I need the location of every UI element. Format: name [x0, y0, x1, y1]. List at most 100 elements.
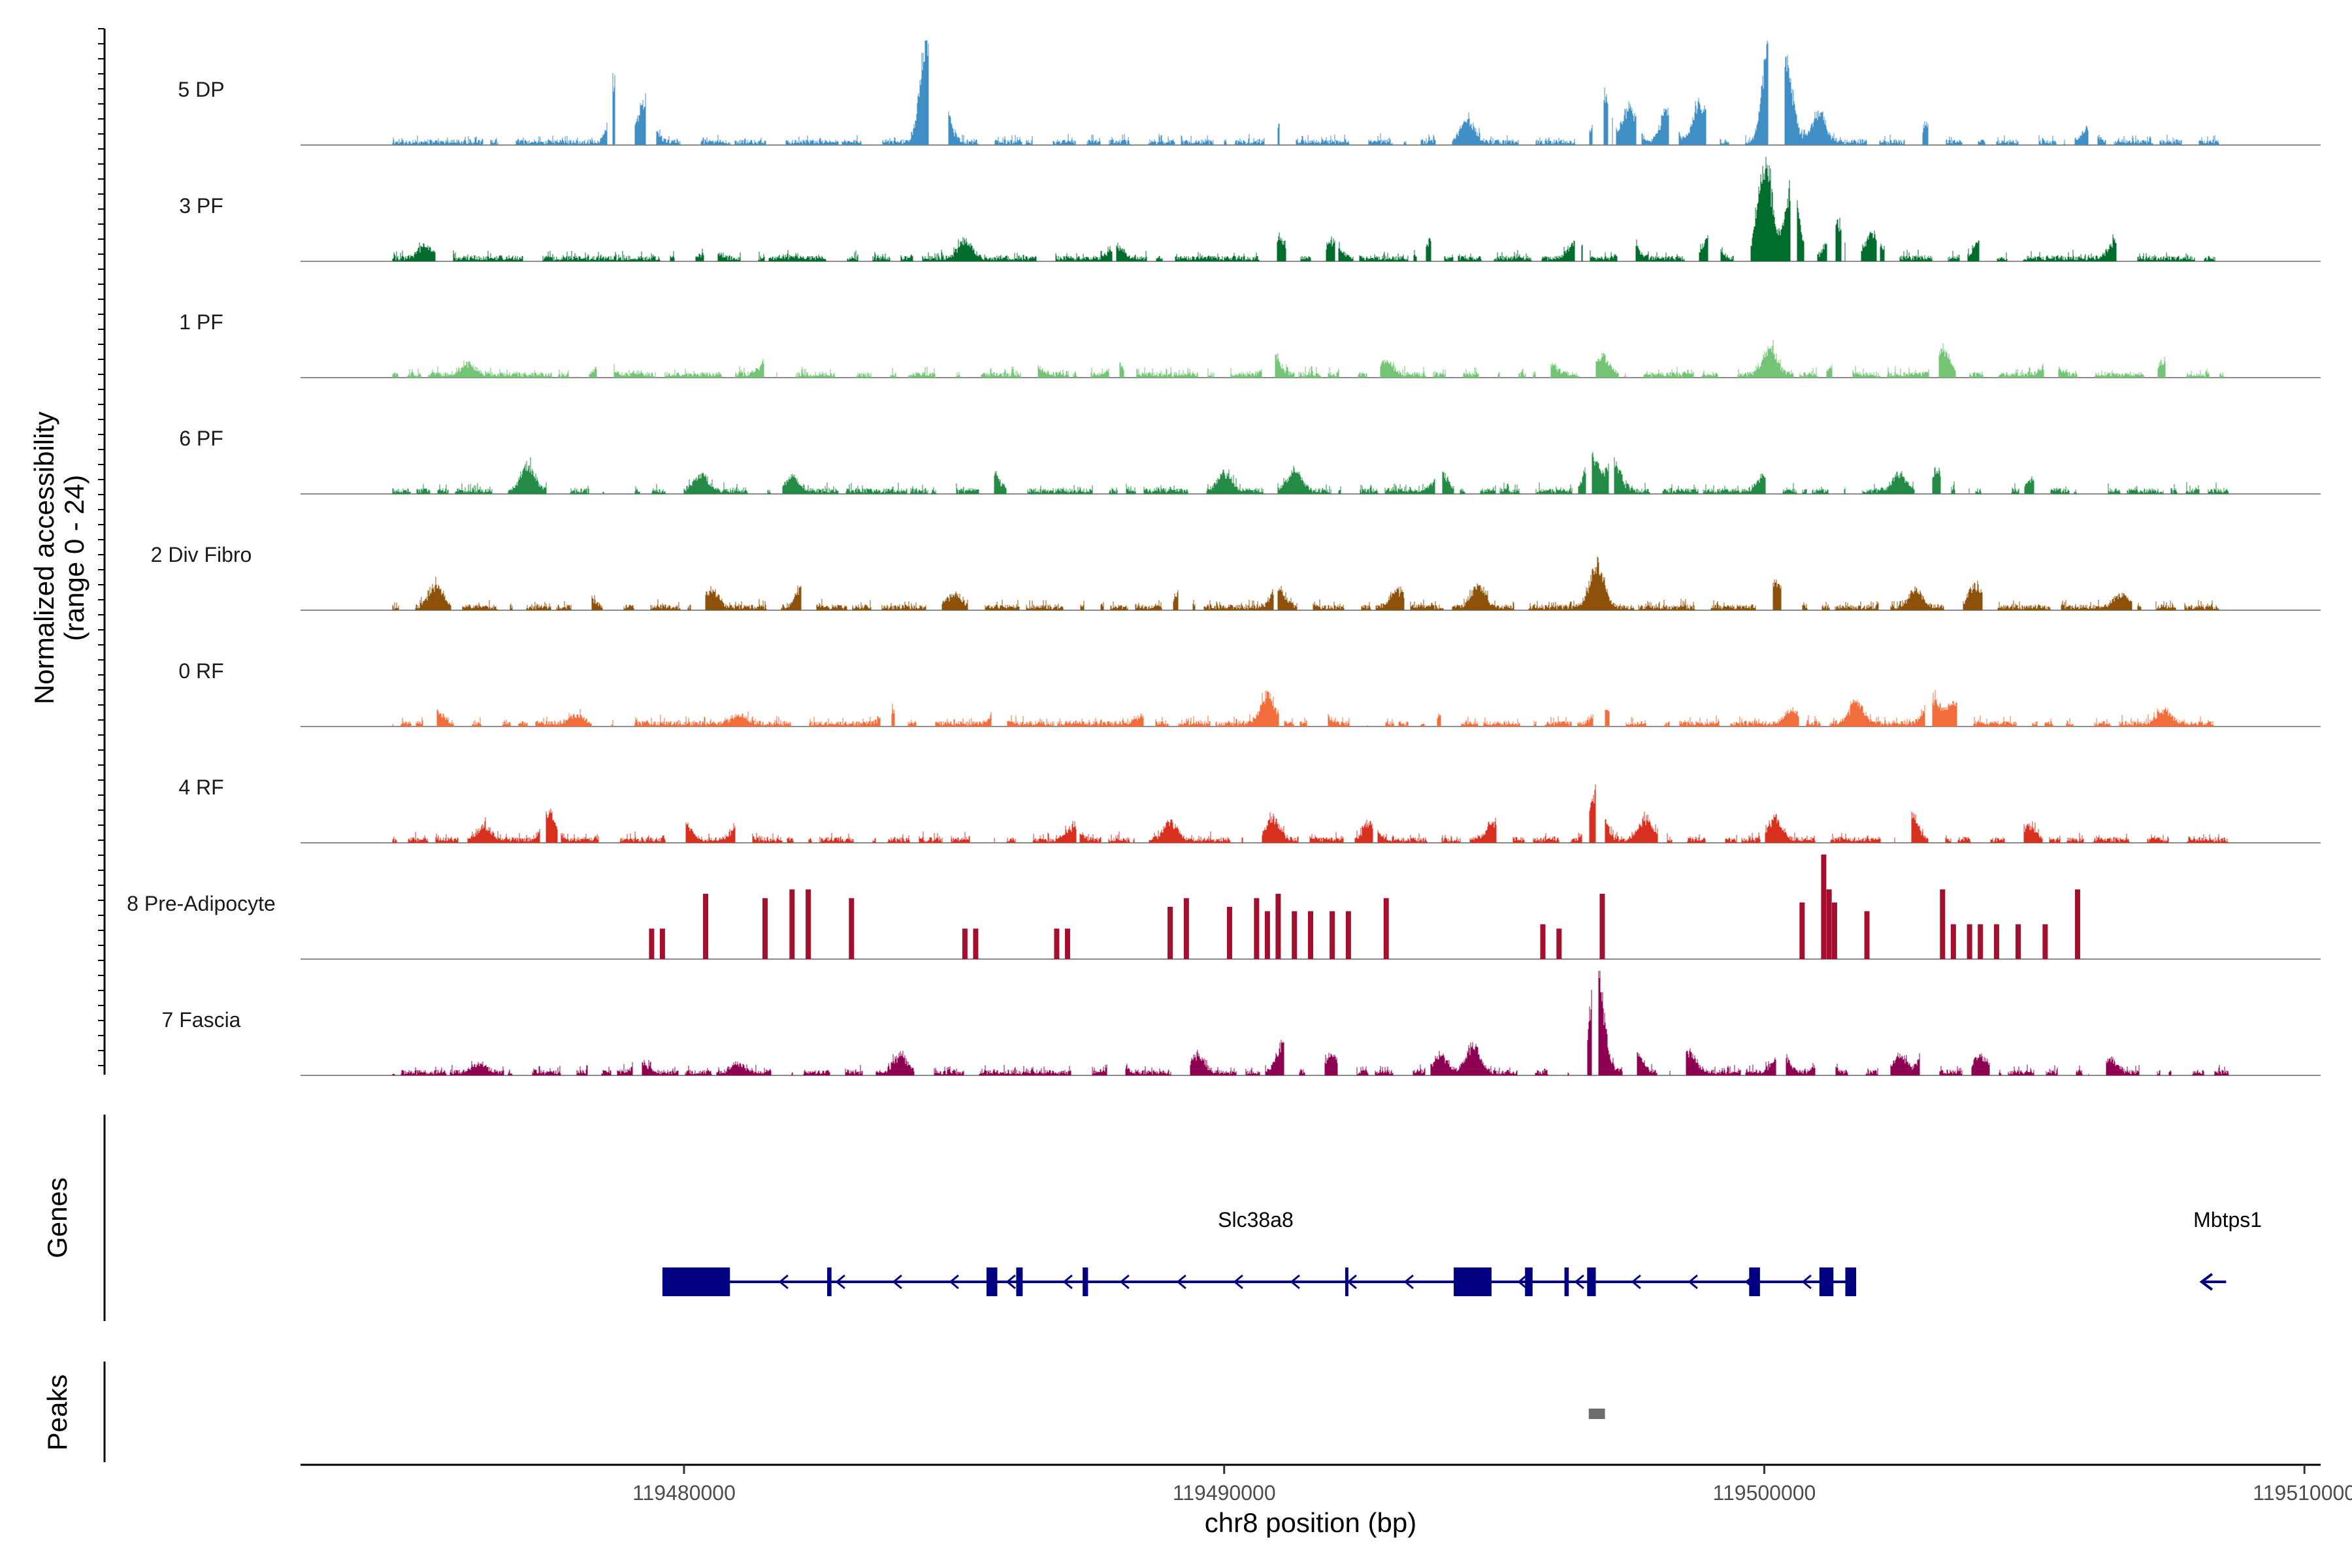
signal-bar [703, 894, 709, 959]
signal-bar [1275, 894, 1281, 959]
coverage-area [392, 689, 2229, 727]
gene-exon [1845, 1267, 1857, 1296]
track-3: 6 PF [179, 427, 2321, 495]
signal-bar [1950, 924, 1956, 959]
strand-arrow [2199, 1273, 2213, 1291]
y-axis-title: Normalized accessibility [29, 412, 59, 704]
strand-arrow [1403, 1274, 1414, 1290]
signal-bar [1064, 928, 1070, 959]
coverage-area [392, 556, 2229, 610]
signal-bar [1831, 902, 1837, 959]
track-6: 4 RF [178, 776, 2321, 843]
coverage-area [392, 451, 2229, 494]
strand-arrow [1233, 1274, 1243, 1290]
x-tick-label: 119490000 [1173, 1481, 1276, 1505]
signal-bar [1799, 902, 1805, 959]
track-4: 2 Div Fibro [151, 543, 2321, 611]
genes-axis-title: Genes [42, 1177, 73, 1258]
signal-bar [762, 898, 768, 959]
track-label: 1 PF [179, 310, 223, 334]
track-label: 4 RF [178, 776, 223, 799]
strand-arrow [1574, 1274, 1584, 1290]
gene-label: Mbtps1 [2193, 1208, 2262, 1232]
gene-exon [1587, 1267, 1596, 1296]
gene-exon [1819, 1267, 1834, 1296]
gene-exon [1083, 1267, 1088, 1296]
signal-bar [1308, 911, 1313, 959]
coverage-area [392, 784, 2229, 843]
signal-bar [1821, 855, 1827, 959]
gene-exon [1454, 1267, 1492, 1296]
strand-arrow [1517, 1274, 1527, 1290]
signal-bar [659, 928, 665, 959]
x-axis-title: chr8 position (bp) [1205, 1507, 1417, 1538]
track-label: 8 Pre-Adipocyte [127, 892, 276, 915]
gene-label: Slc38a8 [1218, 1208, 1294, 1232]
signal-bar [1978, 924, 1984, 959]
coverage-area [392, 340, 2229, 378]
peaks-axis-title: Peaks [42, 1375, 73, 1451]
y-axis [98, 28, 106, 1075]
gene-slc38a8: Slc38a8 [662, 1208, 1857, 1296]
gene-mbtps1: Mbtps1 [2193, 1208, 2262, 1291]
track-label: 5 DP [178, 78, 224, 101]
x-tick-label: 119480000 [632, 1481, 736, 1505]
signal-bar [1940, 889, 1946, 959]
signal-bar [973, 928, 979, 959]
signal-bar [2016, 924, 2021, 959]
signal-bar [1993, 924, 1999, 959]
signal-bar [1826, 889, 1832, 959]
signal-bar [1254, 898, 1260, 959]
gene-exon [1016, 1267, 1023, 1296]
peak-region [1588, 1409, 1605, 1419]
coverage-area [392, 971, 2229, 1075]
signal-bar [1864, 911, 1870, 959]
signal-bar [1967, 924, 1972, 959]
coverage-area [392, 157, 2229, 261]
gene-exon [827, 1267, 832, 1296]
track-label: 6 PF [179, 427, 223, 450]
signal-bar [1168, 907, 1173, 959]
track-1: 3 PF [179, 157, 2321, 262]
signal-bar [2042, 924, 2048, 959]
strand-arrow [1347, 1274, 1357, 1290]
track-8: 7 Fascia [162, 971, 2321, 1076]
signal-bar [1345, 911, 1351, 959]
gene-exon [986, 1267, 998, 1296]
signal-bar [1264, 911, 1270, 959]
signal-bar [649, 928, 655, 959]
signal-bar [849, 898, 855, 959]
signal-bar [1183, 898, 1189, 959]
track-label: 3 PF [179, 194, 223, 218]
y-axis-range: (range 0 - 24) [59, 475, 90, 641]
gene-exon [1564, 1267, 1569, 1296]
signal-bar [1292, 911, 1298, 959]
gene-exon [662, 1267, 730, 1296]
signal-bar [1540, 924, 1546, 959]
strand-arrow [1176, 1274, 1186, 1290]
strand-arrow [1631, 1274, 1641, 1290]
strand-arrow [1119, 1274, 1130, 1290]
track-5: 0 RF [178, 659, 2321, 727]
strand-arrow [1801, 1274, 1812, 1290]
signal-bar [806, 889, 811, 959]
signal-bar [1556, 928, 1562, 959]
track-2: 1 PF [179, 310, 2321, 378]
coverage-tracks: 5 DP 3 PF 1 PF 6 PF 2 Div Fibro 0 RF 4 RF 8 Pre… [127, 41, 2321, 1076]
track-label: 2 Div Fibro [151, 543, 252, 566]
x-tick-label: 119510000 [2253, 1481, 2352, 1505]
track-7: 8 Pre-Adipocyte [127, 855, 2321, 960]
gene-exon [1525, 1267, 1533, 1296]
strand-arrow [1005, 1274, 1016, 1290]
x-axis: 119480000 119490000 119500000 119510000 chr… [301, 1463, 2352, 1538]
strand-arrow [949, 1274, 959, 1290]
signal-bar [1383, 898, 1389, 959]
strand-arrow [1688, 1274, 1698, 1290]
x-tick-label: 119500000 [1713, 1481, 1816, 1505]
signal-bar [2074, 889, 2080, 959]
track-label: 7 Fascia [162, 1008, 241, 1032]
strand-arrow [1290, 1274, 1300, 1290]
strand-arrow [1062, 1274, 1073, 1290]
signal-bar [789, 889, 795, 959]
